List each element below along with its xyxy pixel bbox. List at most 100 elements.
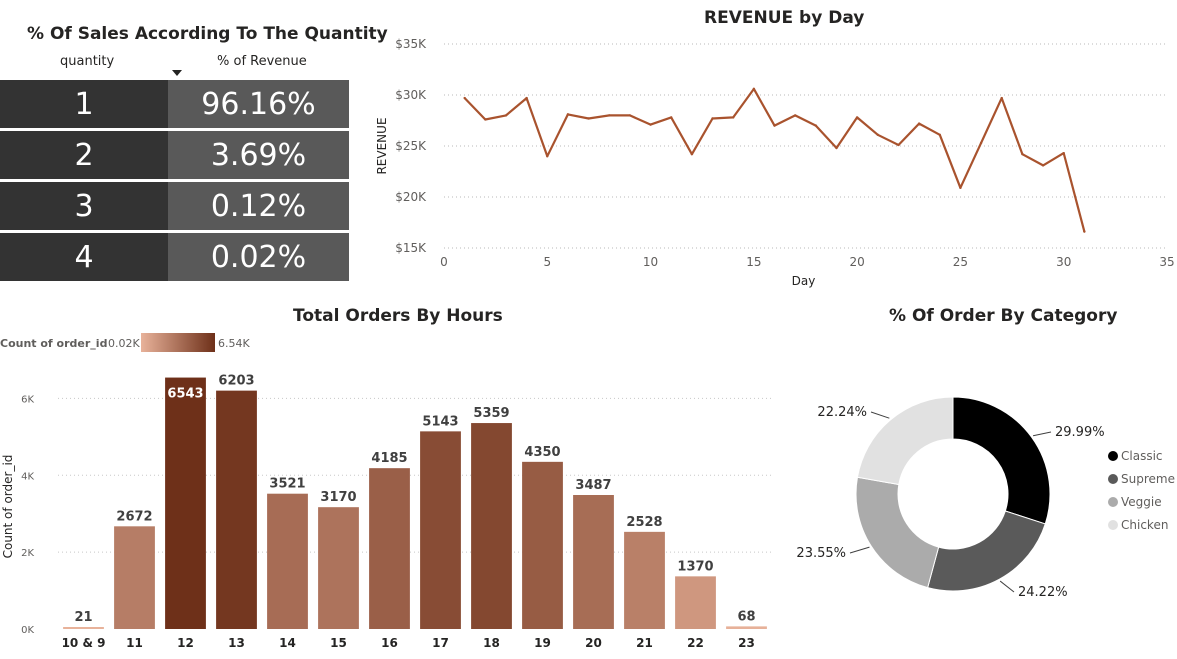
data-label: 4350 [524, 445, 560, 460]
bar [420, 431, 461, 629]
data-point [628, 114, 632, 117]
bar [318, 507, 359, 629]
x-tick-label: 30 [1056, 255, 1071, 269]
y-tick-label: 0K [21, 625, 34, 636]
revenue-cell: 0.02% [168, 233, 349, 281]
hours-bar-plot[interactable]: Count of order_id 0.02K 6.54K0K2K4K6KCount… [0, 300, 790, 655]
x-tick-label: 23 [738, 636, 755, 650]
bar [114, 526, 155, 629]
y-tick-label: $20K [395, 190, 427, 204]
x-tick-label: 16 [381, 636, 398, 650]
slice-label: 24.22% [1018, 585, 1068, 600]
x-tick-label: 20 [850, 255, 865, 269]
data-point [525, 96, 528, 100]
table-row: 4 0.02% [0, 233, 349, 284]
x-tick-label: 0 [440, 255, 448, 269]
x-tick-label: 11 [126, 636, 143, 650]
revenue-cell: 3.69% [168, 131, 349, 179]
sort-descending-icon[interactable] [172, 70, 182, 76]
y-axis-label: REVENUE [375, 117, 389, 174]
bar [522, 461, 563, 629]
quantity-cell: 4 [0, 233, 168, 281]
legend-label: Supreme [1121, 472, 1175, 486]
bar [369, 468, 410, 629]
revenue-chart-title: REVENUE by Day [704, 8, 865, 28]
data-point [711, 117, 714, 120]
data-point [670, 116, 673, 119]
legend-min-label: 0.02K [108, 337, 140, 350]
data-point [546, 155, 549, 158]
leader-line [870, 411, 890, 419]
data-point [752, 87, 756, 91]
data-label: 6203 [218, 374, 254, 389]
bar [165, 377, 206, 629]
revenue-by-day-chart[interactable]: REVENUE by Day $15K $20K $25K $30K $35K 0 5 10 1… [370, 0, 1177, 295]
data-label: 21 [74, 610, 92, 625]
bar [726, 626, 767, 629]
quantity-sales-table: % Of Sales According To The Quantity qua… [0, 20, 388, 284]
data-label: 5359 [473, 406, 509, 421]
data-label: 3487 [575, 478, 611, 493]
data-point [1000, 96, 1003, 100]
x-tick-label: 10 & 9 [62, 636, 106, 650]
data-label: 3170 [320, 490, 356, 505]
data-point [566, 113, 570, 116]
bar [675, 576, 716, 629]
revenue-cell: 0.12% [168, 182, 349, 230]
legend-marker [1108, 474, 1118, 484]
data-label: 2672 [116, 509, 152, 524]
data-point [1083, 230, 1086, 233]
y-tick-label: $15K [395, 241, 427, 255]
x-tick-label: 17 [432, 636, 449, 650]
y-tick-label: $35K [395, 37, 427, 51]
data-point [1021, 152, 1024, 156]
revenue-series-line [463, 87, 1086, 232]
y-tick-label: 4K [21, 471, 34, 482]
data-point [773, 124, 776, 127]
revenue-cell: 96.16% [168, 80, 349, 128]
data-point [959, 186, 962, 190]
column-header-revenue[interactable]: % of Revenue [217, 54, 307, 69]
x-axis-label: Day [792, 274, 816, 288]
orders-by-hours-chart[interactable]: Total Orders By Hours Count of order_id 0… [0, 300, 790, 655]
data-point [938, 133, 941, 136]
bar [63, 627, 104, 629]
quantity-table-title: % Of Sales According To The Quantity [27, 24, 388, 44]
data-point [732, 116, 735, 119]
data-label: 1370 [677, 559, 713, 574]
legend-marker [1108, 497, 1118, 507]
leader-line [1032, 431, 1052, 437]
column-header-quantity[interactable]: quantity [60, 54, 115, 69]
data-label: 68 [737, 609, 755, 624]
data-label: 3521 [269, 477, 305, 492]
data-point [979, 141, 983, 145]
data-point [608, 114, 611, 117]
legend-label: Chicken [1121, 518, 1168, 532]
x-tick-label: 19 [534, 636, 551, 650]
leader-line [849, 546, 870, 554]
slice-label: 23.55% [796, 546, 846, 561]
data-point [793, 114, 797, 117]
order-by-category-chart[interactable]: % Of Order By Category 29.99% 24.22% 23.55… [790, 300, 1177, 655]
table-row: 1 96.16% [0, 80, 349, 131]
y-tick-label: 6K [21, 394, 34, 405]
data-point [504, 114, 508, 117]
quantity-cell: 3 [0, 182, 168, 230]
data-point [463, 96, 466, 100]
x-tick-label: 5 [543, 255, 551, 269]
x-tick-label: 35 [1159, 255, 1174, 269]
legend-gradient-bar [141, 333, 215, 352]
table-body: 1 96.16% 2 3.69% 3 0.12% 4 0.02% [0, 80, 349, 284]
legend-marker [1108, 451, 1118, 461]
category-donut-plot[interactable]: 29.99% 24.22% 23.55% 22.24% Classic Supreme Ve… [790, 300, 1177, 655]
data-point [835, 146, 838, 150]
donut-slice [856, 396, 954, 486]
data-point [1041, 164, 1045, 167]
data-point [484, 118, 487, 121]
legend-label: Veggie [1121, 495, 1162, 509]
y-tick-label: $30K [395, 88, 427, 102]
legend-title: Count of order_id [0, 337, 107, 350]
x-tick-label: 15 [746, 255, 761, 269]
slice-label: 29.99% [1055, 425, 1105, 440]
